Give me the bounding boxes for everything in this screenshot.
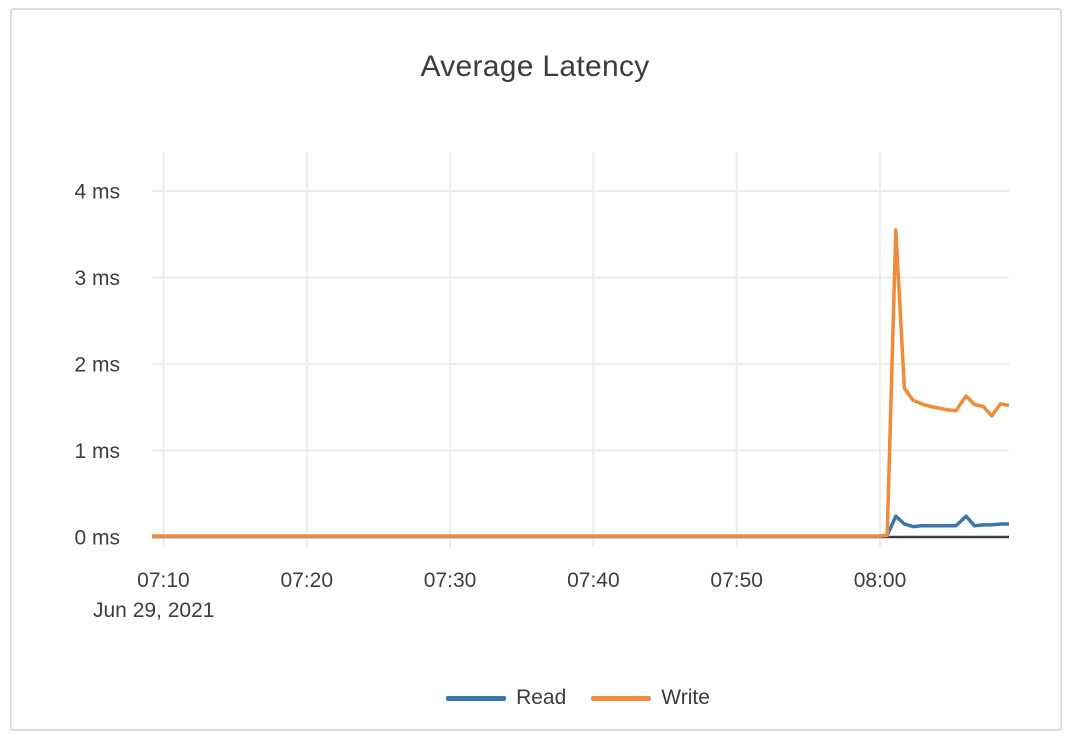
x-tick-label: 07:10	[137, 569, 190, 592]
x-tick-label: 07:20	[280, 569, 333, 592]
x-tick-label: 07:50	[710, 569, 763, 592]
legend-label-read: Read	[516, 686, 567, 709]
write-series-line	[152, 228, 1010, 538]
gridlines	[152, 152, 1009, 547]
chart-card	[10, 8, 1062, 731]
x-tick-label: 07:30	[424, 569, 477, 592]
write-line-swatch	[591, 695, 652, 701]
y-tick-label: 4 ms	[74, 180, 120, 203]
legend-item-write[interactable]: Write	[591, 686, 710, 710]
axis-labels: 07:10 07:20 07:30 07:40 07:50 08:00 0 ms 1 ms 2 …	[74, 180, 906, 592]
series-lines	[152, 228, 1010, 538]
x-axis-date-label: Jun 29, 2021	[93, 599, 214, 622]
y-tick-label: 0 ms	[74, 527, 120, 550]
legend: Read Write	[0, 686, 1070, 710]
y-tick-label: 1 ms	[74, 440, 120, 463]
x-tick-label: 08:00	[854, 569, 907, 592]
legend-item-read[interactable]: Read	[446, 686, 566, 710]
x-tick-label: 07:40	[567, 569, 620, 592]
chart-title: Average Latency	[420, 50, 650, 83]
read-line-swatch	[446, 695, 507, 701]
legend-label-write: Write	[661, 686, 710, 709]
y-tick-label: 3 ms	[74, 267, 120, 290]
y-tick-label: 2 ms	[74, 353, 120, 376]
